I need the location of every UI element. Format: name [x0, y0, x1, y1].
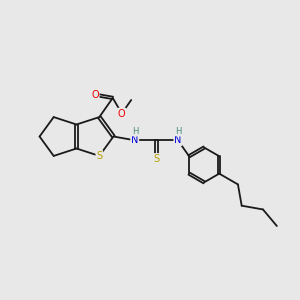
Text: H: H: [176, 127, 182, 136]
Text: O: O: [118, 109, 126, 118]
Text: S: S: [96, 151, 102, 161]
Text: S: S: [153, 154, 159, 164]
Text: N: N: [131, 135, 138, 145]
Text: H: H: [132, 127, 139, 136]
Text: O: O: [91, 90, 99, 100]
Text: N: N: [174, 135, 182, 145]
